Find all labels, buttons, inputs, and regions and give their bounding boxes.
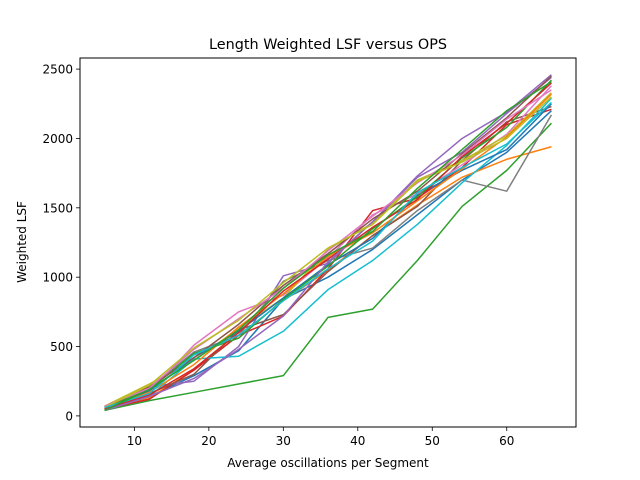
y-tick-label: 1000 [42,271,73,285]
y-axis-label: Weighted LSF [15,201,29,283]
series-line-17 [104,89,552,407]
x-tick-label: 20 [201,434,216,448]
y-tick-label: 2000 [42,132,73,146]
y-tick-label: 2500 [42,63,73,77]
x-tick-label: 50 [425,434,440,448]
x-tick-label: 40 [350,434,365,448]
plot-frame [79,57,577,428]
series-line-18 [104,96,552,409]
series-line-12 [104,93,552,410]
y-tick-label: 500 [50,340,73,354]
series-line-8 [104,114,553,409]
x-tick-label: 30 [276,434,291,448]
x-axis: 10 20 30 40 50 60 [127,427,514,448]
y-tick-label: 0 [65,409,73,423]
x-tick-label: 10 [127,434,142,448]
chart-title: Length Weighted LSF versus OPS [209,37,447,53]
series-line-10 [104,97,552,410]
series-line-5 [104,74,552,409]
series-layer [104,74,553,412]
series-line-19 [104,101,552,409]
series-line-15 [104,76,552,412]
y-tick-label: 1500 [42,201,73,215]
x-axis-label: Average oscillations per Segment [227,456,429,470]
series-line-3 [104,122,552,412]
x-tick-label: 60 [499,434,514,448]
series-line-20 [104,80,552,412]
y-axis: 0 500 1000 1500 2000 2500 [42,63,80,423]
series-line-14 [104,82,552,410]
series-line-13 [104,79,552,409]
